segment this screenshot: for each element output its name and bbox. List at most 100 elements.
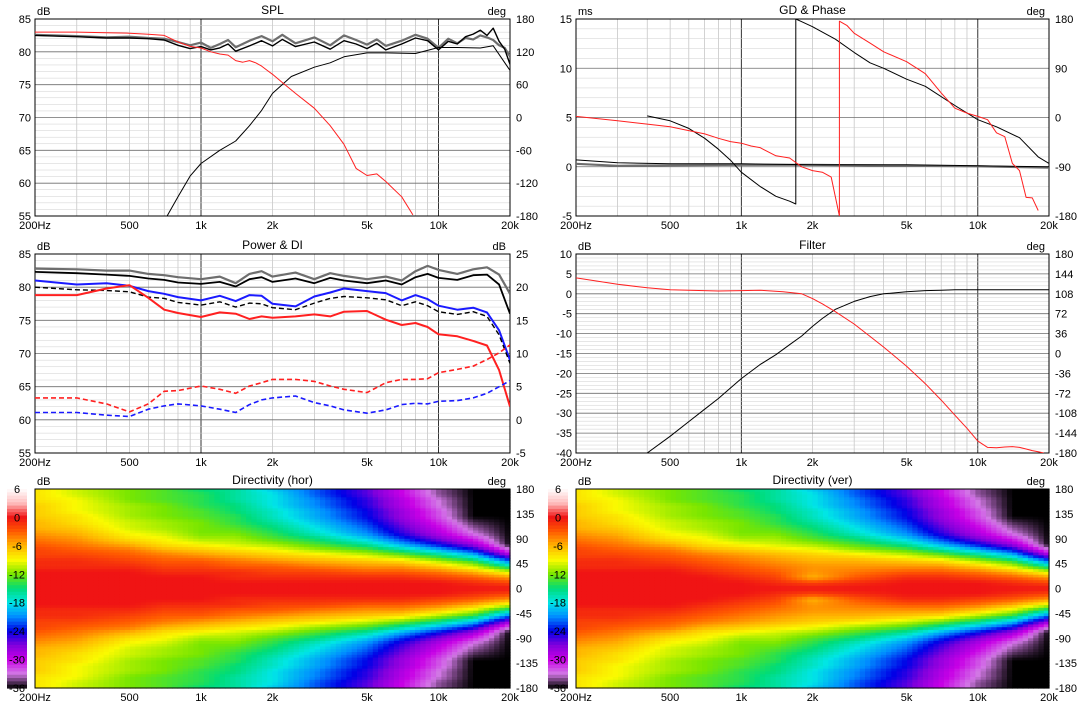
x-tick-label: 1k — [195, 220, 207, 232]
left-tick-label: 10 — [560, 63, 572, 75]
right-tick-label: 36 — [1055, 329, 1067, 341]
right-tick-label: 180 — [1055, 249, 1073, 261]
left-tick-label: 85 — [19, 249, 31, 261]
right-tick-label: -72 — [1055, 388, 1071, 400]
heatmap-cells — [35, 489, 511, 689]
left-tick-label: -30 — [556, 408, 572, 420]
right-unit-label: deg — [1027, 6, 1045, 18]
left-tick-label: 80 — [19, 47, 31, 59]
x-tick-label: 5k — [901, 457, 913, 469]
right-tick-label: -144 — [1055, 428, 1077, 440]
left-tick-label: 70 — [19, 349, 31, 361]
right-tick-label: 0 — [516, 415, 522, 427]
left-tick-label: 60 — [19, 178, 31, 190]
left-tick-label: 10 — [560, 249, 572, 261]
x-tick-label: 2k — [267, 457, 279, 469]
left-tick-label: -5 — [562, 309, 572, 321]
right-tick-label: -36 — [1055, 368, 1071, 380]
x-tick-label: 1k — [195, 457, 207, 469]
x-tick-label: 10k — [969, 457, 987, 469]
right-tick-label: 0 — [516, 113, 522, 125]
right-tick-label: 180 — [516, 14, 534, 26]
grid — [576, 19, 1049, 216]
right-tick-label: 180 — [1055, 14, 1073, 26]
left-tick-label: 75 — [19, 80, 31, 92]
right-tick-label: -180 — [1055, 448, 1077, 460]
right-tick-label: -120 — [516, 178, 538, 190]
chart-title: GD & Phase — [779, 3, 846, 17]
chart-title: Filter — [799, 238, 826, 252]
left-tick-label: -10 — [556, 329, 572, 341]
left-tick-label: 5 — [566, 269, 572, 281]
left-tick-label: -35 — [556, 428, 572, 440]
left-tick-label: 80 — [19, 282, 31, 294]
right-tick-label: 108 — [1055, 289, 1073, 301]
left-tick-label: 55 — [19, 211, 31, 223]
x-tick-label: 500 — [661, 220, 679, 232]
right-unit-label: deg — [488, 6, 506, 18]
left-tick-label: 0 — [566, 289, 572, 301]
right-tick-label: 120 — [516, 47, 534, 59]
x-tick-label: 2k — [267, 220, 279, 232]
x-tick-label: 2k — [807, 457, 819, 469]
left-tick-label: 60 — [19, 415, 31, 427]
x-tick-label: 5k — [361, 220, 373, 232]
left-tick-label: 75 — [19, 315, 31, 327]
left-tick-label: 65 — [19, 145, 31, 157]
right-tick-label: 0 — [1055, 349, 1061, 361]
right-unit-label: deg — [1027, 241, 1045, 253]
left-unit-label: dB — [37, 241, 50, 253]
left-tick-label: -15 — [556, 349, 572, 361]
grid — [576, 254, 1049, 453]
right-tick-label: 0 — [1055, 113, 1061, 125]
right-tick-label: -90 — [1055, 162, 1071, 174]
x-tick-label: 500 — [120, 220, 138, 232]
x-tick-label: 10k — [430, 220, 448, 232]
x-tick-label: 1k — [735, 220, 747, 232]
left-tick-label: -5 — [562, 211, 572, 223]
right-tick-label: 15 — [516, 315, 528, 327]
right-unit-label: dB — [493, 241, 506, 253]
right-tick-label: -180 — [516, 211, 538, 223]
right-tick-label: 5 — [516, 382, 522, 394]
left-tick-label: 15 — [560, 14, 572, 26]
x-tick-label: 5k — [901, 220, 913, 232]
left-tick-label: -25 — [556, 388, 572, 400]
x-tick-label: 10k — [430, 457, 448, 469]
x-tick-label: 500 — [661, 457, 679, 469]
right-tick-label: 25 — [516, 249, 528, 261]
x-tick-label: 5k — [361, 457, 373, 469]
left-unit-label: ms — [578, 6, 593, 18]
left-tick-label: 55 — [19, 448, 31, 460]
right-tick-label: -108 — [1055, 408, 1077, 420]
right-tick-label: 90 — [1055, 63, 1067, 75]
right-tick-label: 60 — [516, 80, 528, 92]
left-tick-label: 5 — [566, 113, 572, 125]
chart-title: SPL — [261, 3, 284, 17]
x-tick-label: 1k — [735, 457, 747, 469]
x-tick-label: 2k — [807, 220, 819, 232]
left-tick-label: -40 — [556, 448, 572, 460]
right-tick-label: 72 — [1055, 309, 1067, 321]
right-tick-label: -60 — [516, 145, 532, 157]
left-tick-label: 65 — [19, 382, 31, 394]
right-tick-label: -5 — [516, 448, 526, 460]
left-tick-label: -20 — [556, 368, 572, 380]
left-tick-label: 85 — [19, 14, 31, 26]
x-tick-label: 500 — [120, 457, 138, 469]
chart-title: Power & DI — [242, 238, 303, 252]
left-tick-label: 70 — [19, 113, 31, 125]
right-tick-label: 144 — [1055, 269, 1073, 281]
right-tick-label: 20 — [516, 282, 528, 294]
right-tick-label: -180 — [1055, 211, 1077, 223]
left-unit-label: dB — [37, 6, 50, 18]
left-unit-label: dB — [578, 241, 591, 253]
left-tick-label: 0 — [566, 162, 572, 174]
